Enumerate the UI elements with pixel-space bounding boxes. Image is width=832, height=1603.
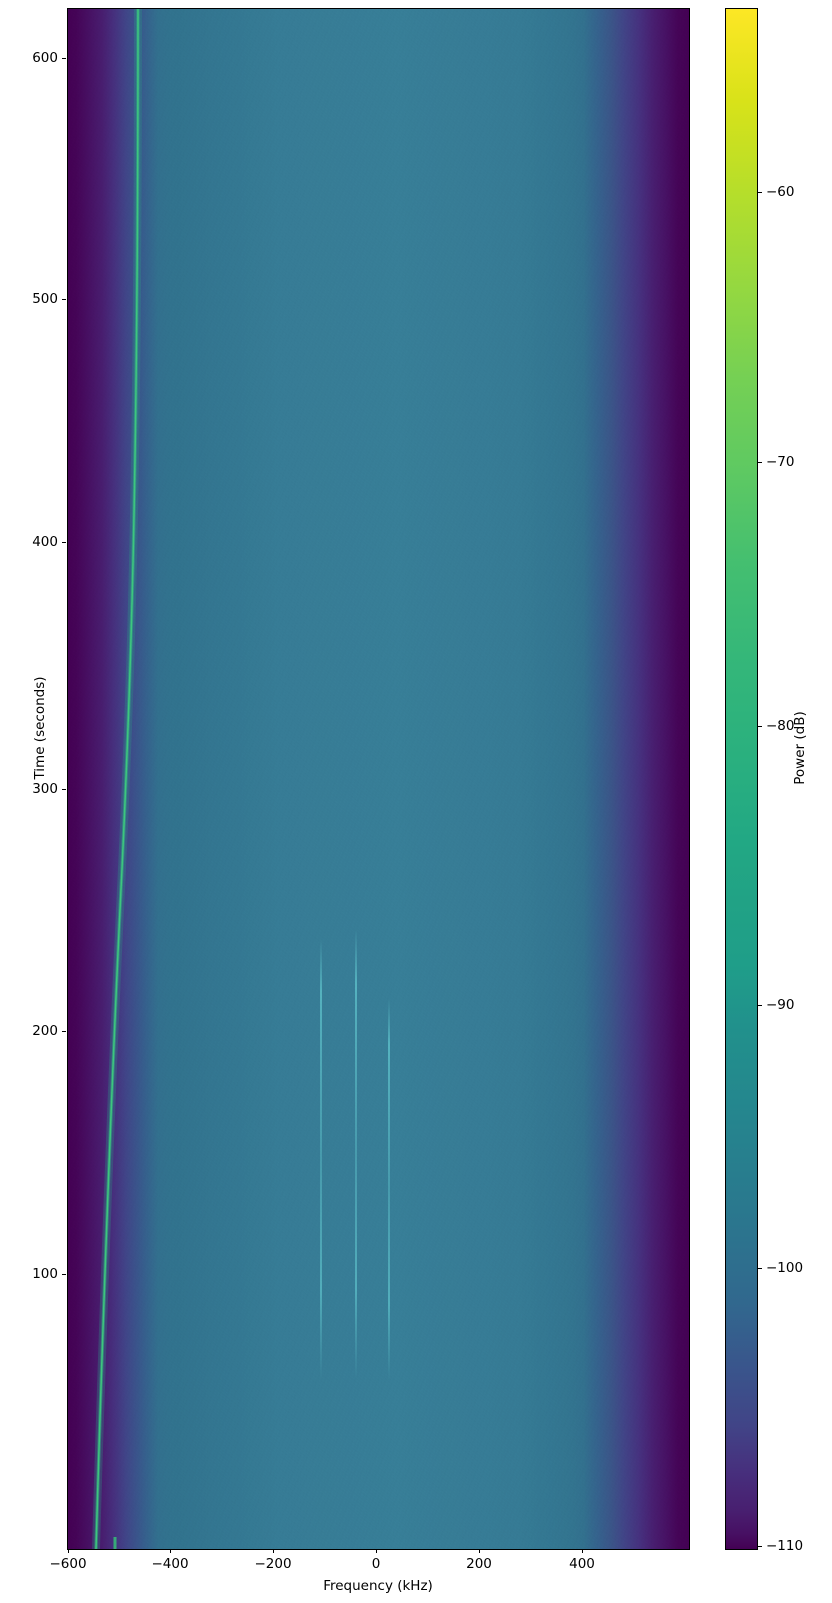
yticklabel-100: 100	[32, 1266, 58, 1282]
yticklabel-200: 200	[32, 1023, 58, 1039]
ytick-400	[62, 542, 66, 543]
cbar-ticklabel--60: −60	[766, 184, 795, 200]
xticklabel-5: 400	[569, 1556, 595, 1572]
waterfall-image	[68, 9, 689, 1549]
cbar-ticklabel--70: −70	[766, 454, 795, 470]
cbar-tick--60	[758, 192, 762, 193]
xticklabel-4: 200	[466, 1556, 492, 1572]
xtick-2	[273, 1549, 274, 1553]
cbar-tick--100	[758, 1268, 762, 1269]
cbar-ticklabel--80: −80	[766, 718, 795, 734]
colorbar-label: Power (dB)	[792, 711, 808, 785]
ytick-500	[62, 299, 66, 300]
ytick-100	[62, 1274, 66, 1275]
faint-trace-b	[355, 929, 357, 1379]
waterfall-axes[interactable]	[67, 8, 690, 1550]
yticklabel-300: 300	[32, 781, 58, 797]
xtick-4	[479, 1549, 480, 1553]
xticklabel-0: −600	[49, 1556, 87, 1572]
xtick-3	[376, 1549, 377, 1553]
yticklabel-500: 500	[32, 291, 58, 307]
cbar-tick--80	[758, 726, 762, 727]
cbar-tick--110	[758, 1546, 762, 1547]
xticklabel-2: −200	[254, 1556, 292, 1572]
faint-trace-c	[388, 999, 390, 1379]
xticklabel-3: 0	[371, 1556, 381, 1572]
cbar-ticklabel--110: −110	[766, 1538, 804, 1554]
cbar-tick--90	[758, 1005, 762, 1006]
xtick-5	[582, 1549, 583, 1553]
x-axis-label: Frequency (kHz)	[323, 1578, 433, 1594]
ytick-200	[62, 1031, 66, 1032]
xticklabel-1: −400	[151, 1556, 189, 1572]
y-axis-label: Time (seconds)	[32, 676, 48, 780]
faint-trace-a	[320, 939, 322, 1379]
cbar-tick--70	[758, 462, 762, 463]
speckle-noise-layer	[68, 9, 689, 1549]
yticklabel-600: 600	[32, 50, 58, 66]
cbar-ticklabel--90: −90	[766, 997, 795, 1013]
cbar-ticklabel--100: −100	[766, 1260, 804, 1276]
yticklabel-400: 400	[32, 534, 58, 550]
ytick-600	[62, 58, 66, 59]
xtick-1	[170, 1549, 171, 1553]
carrier-trace	[92, 9, 142, 1549]
xtick-0	[68, 1549, 69, 1553]
spectral-tilt-layer	[68, 9, 689, 1549]
colorbar[interactable]	[725, 8, 758, 1550]
ytick-300	[62, 789, 66, 790]
noise-floor-layer	[68, 9, 689, 1549]
